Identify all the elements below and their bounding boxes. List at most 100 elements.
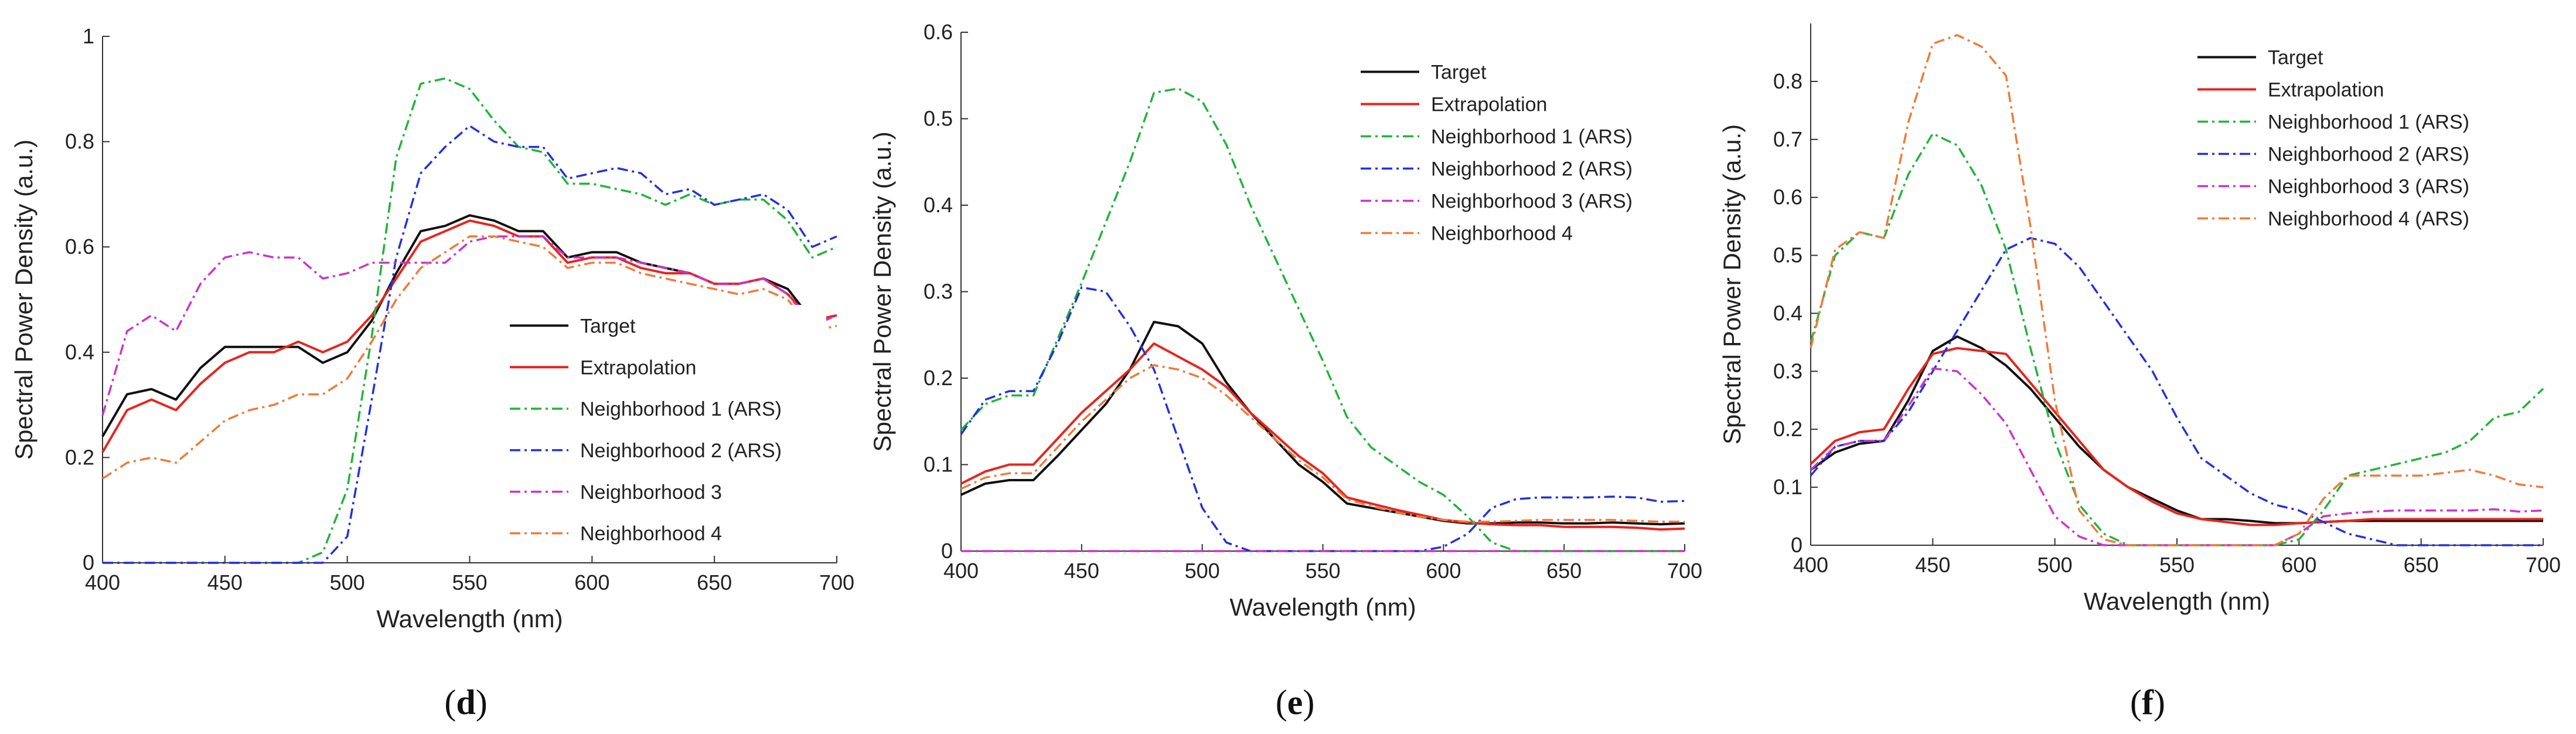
legend-label-n4: Neighborhood 4 (ARS) (2268, 208, 2469, 230)
x-tick-label: 400 (943, 559, 979, 583)
y-tick-label: 0.4 (924, 193, 953, 217)
x-axis-label: Wavelength (nm) (376, 605, 563, 633)
legend-label-n3: Neighborhood 3 (ARS) (2268, 176, 2469, 198)
legend-box (504, 305, 826, 554)
caption-paren-close: ) (476, 683, 488, 722)
x-tick-label: 600 (1426, 559, 1461, 583)
y-tick-label: 0.1 (1773, 475, 1802, 499)
x-tick-label: 450 (1064, 559, 1099, 583)
x-axis-label: Wavelength (nm) (1229, 593, 1416, 621)
legend-label-n1: Neighborhood 1 (ARS) (2268, 111, 2469, 134)
y-axis-label: Spectral Power Density (a.u.) (868, 131, 896, 451)
legend-label-n4: Neighborhood 4 (1431, 223, 1573, 245)
x-tick-label: 700 (819, 570, 854, 594)
caption-paren-close: ) (1303, 683, 1314, 722)
series-line-n4 (102, 235, 837, 480)
panel-caption: (f) (2130, 683, 2165, 722)
x-tick-label: 400 (85, 570, 120, 594)
x-tick-label: 700 (2526, 553, 2561, 577)
series-line-extrapolation (1810, 346, 2543, 526)
caption-paren-open: ( (444, 683, 456, 722)
y-tick-label: 0.5 (924, 107, 953, 131)
x-tick-label: 400 (1793, 553, 1828, 577)
y-tick-label: 0.6 (1773, 185, 1802, 209)
legend: Target Extrapolation Neighborhood 1 (ARS) N… (1355, 56, 1677, 249)
panel-caption: (e) (1276, 683, 1315, 722)
y-tick-label: 1 (83, 24, 94, 48)
legend-label-target: Target (2268, 47, 2323, 69)
x-tick-label: 550 (1305, 559, 1340, 583)
legend-label-n1: Neighborhood 1 (ARS) (580, 398, 782, 420)
y-tick-label: 0.6 (65, 235, 94, 259)
legend-label-extrapolation: Extrapolation (1431, 94, 1547, 116)
y-tick-label: 0.2 (65, 445, 94, 469)
legend-label-n3: Neighborhood 3 (ARS) (1431, 191, 1633, 213)
chart-panel-f: 400 450 500 550 600 650 700 0 0.1 0.2 0.3 0.4 0.5 0.6… (1718, 23, 2561, 722)
x-tick-label: 650 (2404, 553, 2439, 577)
panel-caption: (d) (444, 683, 487, 722)
x-tick-label: 450 (1915, 553, 1950, 577)
series-line-n1 (960, 87, 1685, 552)
y-axis-label: Spectral Power Density (a.u.) (1718, 124, 1746, 444)
y-tick-label: 0.8 (65, 130, 94, 154)
legend-label-n2: Neighborhood 2 (ARS) (580, 440, 782, 462)
x-tick-label: 550 (2159, 553, 2195, 577)
series-line-n2 (103, 124, 837, 564)
legend: Target Extrapolation Neighborhood 1 (ARS) N… (2192, 41, 2537, 235)
y-tick-label: 0.7 (1773, 127, 1802, 151)
x-tick-label: 500 (330, 570, 365, 594)
caption-letter: d (456, 683, 475, 722)
legend-box (2192, 41, 2537, 235)
y-tick-label: 0.5 (1773, 243, 1802, 267)
y-tick-label: 0.2 (1773, 417, 1802, 441)
x-tick-label: 650 (1546, 559, 1582, 583)
y-tick-label: 0.3 (924, 280, 953, 304)
y-tick-label: 0.1 (924, 453, 953, 477)
series-line-n3 (1810, 367, 2544, 546)
legend: Target Extrapolation Neighborhood 1 (ARS) N… (504, 305, 826, 554)
legend-label-extrapolation: Extrapolation (580, 356, 696, 379)
chart-panel-d: 400 450 500 550 600 650 700 0 0.2 0.4 0.6 0.8 1 Wavel… (10, 24, 854, 722)
legend-label-n1: Neighborhood 1 (ARS) (1431, 126, 1633, 148)
y-tick-label: 0.8 (1773, 69, 1802, 93)
series-line-target (960, 321, 1685, 526)
legend-label-target: Target (1431, 62, 1487, 84)
caption-letter: f (2142, 683, 2154, 722)
y-tick-label: 0 (941, 539, 953, 563)
series-line-extrapolation (960, 342, 1685, 531)
y-tick-label: 0.4 (1773, 301, 1802, 325)
x-tick-label: 500 (1185, 559, 1220, 583)
series-line-n4 (1810, 34, 2544, 546)
x-tick-label: 500 (2037, 553, 2073, 577)
x-tick-label: 550 (452, 570, 487, 594)
x-tick-label: 650 (697, 570, 732, 594)
legend-label-extrapolation: Extrapolation (2268, 79, 2384, 101)
legend-label-n2: Neighborhood 2 (ARS) (1431, 158, 1633, 181)
series-line-n2 (960, 286, 1685, 552)
y-tick-label: 0 (83, 550, 94, 575)
x-tick-label: 700 (1667, 559, 1702, 583)
y-tick-label: 0.6 (924, 20, 953, 44)
series-line-n2 (1810, 237, 2543, 546)
chart-panel-e: 400 450 500 550 600 650 700 0 0.1 0.2 0.3 0.4 0.5 0.6… (868, 20, 1702, 722)
x-tick-label: 450 (207, 570, 243, 594)
series-line-extrapolation (101, 219, 837, 453)
y-tick-label: 0.4 (65, 340, 94, 364)
legend-box (1355, 56, 1677, 249)
caption-letter: e (1287, 683, 1303, 722)
x-tick-label: 600 (574, 570, 609, 594)
series-line-n4 (960, 364, 1685, 523)
caption-paren-open: ( (2130, 683, 2142, 722)
legend-label-n3: Neighborhood 3 (580, 481, 722, 504)
legend-label-target: Target (580, 315, 636, 337)
legend-label-n2: Neighborhood 2 (ARS) (2268, 144, 2469, 166)
series-line-n3 (101, 235, 837, 416)
x-tick-label: 600 (2281, 553, 2316, 577)
caption-paren-open: ( (1276, 683, 1287, 722)
y-axis-label: Spectral Power Density (a.u.) (10, 140, 38, 460)
y-tick-label: 0 (1791, 533, 1802, 557)
x-axis-label: Wavelength (nm) (2084, 587, 2270, 615)
legend-label-n4: Neighborhood 4 (580, 523, 722, 545)
y-tick-label: 0.2 (924, 366, 953, 390)
